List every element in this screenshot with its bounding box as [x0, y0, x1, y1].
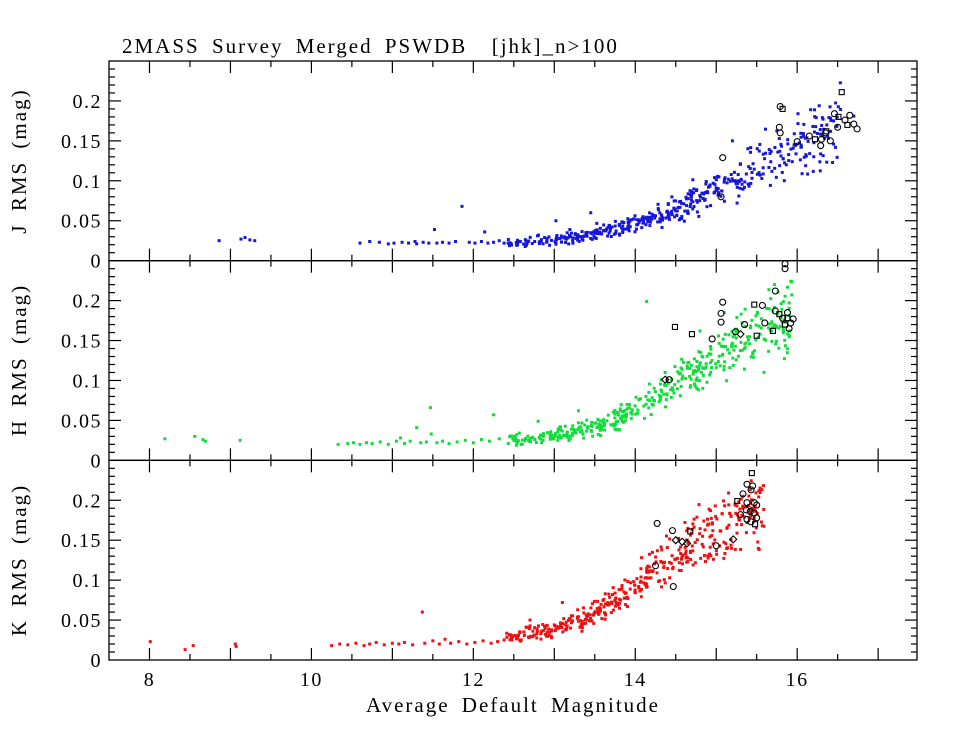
y-tick-label: 0.15 — [61, 530, 102, 552]
x-tick-label: 10 — [300, 669, 323, 691]
y-axis-title-j: J RMS (mag) — [7, 88, 31, 233]
y-tick-label: 0.1 — [73, 370, 103, 392]
black-outlier-symbols — [660, 260, 797, 384]
black-outlier-symbols — [717, 89, 861, 201]
plot-panels: 0 0.05 0.1 0.15 0.2 0 0.05 0.1 0.15 0.2 0 0.05 0.1 0.… — [61, 60, 918, 691]
axis-ticks — [109, 460, 917, 660]
y-tick-label: 0.2 — [73, 91, 103, 113]
data-points — [217, 81, 856, 248]
axis-ticks — [109, 260, 917, 461]
panel-frame — [108, 459, 918, 661]
x-tick-label: 16 — [786, 669, 809, 691]
panel-frame — [108, 260, 918, 461]
y-tick-labels: 0 0.05 0.1 0.15 0.2 — [61, 490, 103, 672]
y-tick-label: 0.1 — [73, 570, 103, 592]
panel-frame — [108, 60, 918, 262]
x-tick-label: 8 — [144, 669, 156, 691]
y-tick-label: 0.2 — [73, 490, 103, 512]
y-tick-label: 0.15 — [61, 131, 102, 153]
chart-title: 2MASS Survey Merged PSWDB [jhk]_n>100 — [122, 34, 619, 58]
data-points — [148, 479, 766, 652]
y-tick-label: 0.05 — [61, 211, 102, 233]
black-outlier-symbols — [651, 470, 761, 591]
panel-H: 0 0.05 0.1 0.15 0.2 — [61, 260, 918, 473]
y-tick-label: 0.05 — [61, 610, 102, 632]
y-tick-label: 0.15 — [61, 331, 102, 353]
y-tick-label: 0.2 — [73, 291, 103, 313]
x-tick-labels: 8 10 12 14 16 — [144, 669, 809, 691]
y-tick-label: 0.1 — [73, 171, 103, 193]
y-tick-label: 0 — [91, 450, 103, 472]
x-axis-title: Average Default Magnitude — [366, 693, 660, 717]
y-axis-title-k: K RMS (mag) — [7, 484, 31, 636]
x-tick-label: 12 — [462, 669, 485, 691]
axis-ticks — [109, 61, 917, 261]
y-tick-labels: 0 0.05 0.1 0.15 0.2 — [61, 91, 103, 273]
y-tick-label: 0 — [91, 650, 103, 672]
x-tick-label: 14 — [624, 669, 647, 691]
y-axis-title-h: H RMS (mag) — [7, 284, 31, 436]
y-tick-label: 0 — [91, 251, 103, 273]
panel-J: 0 0.05 0.1 0.15 0.2 — [61, 60, 918, 273]
panel-K: 0 0.05 0.1 0.15 0.2 — [61, 459, 918, 672]
data-points — [163, 279, 794, 447]
y-tick-labels: 0 0.05 0.1 0.15 0.2 — [61, 291, 103, 473]
y-tick-label: 0.05 — [61, 410, 102, 432]
